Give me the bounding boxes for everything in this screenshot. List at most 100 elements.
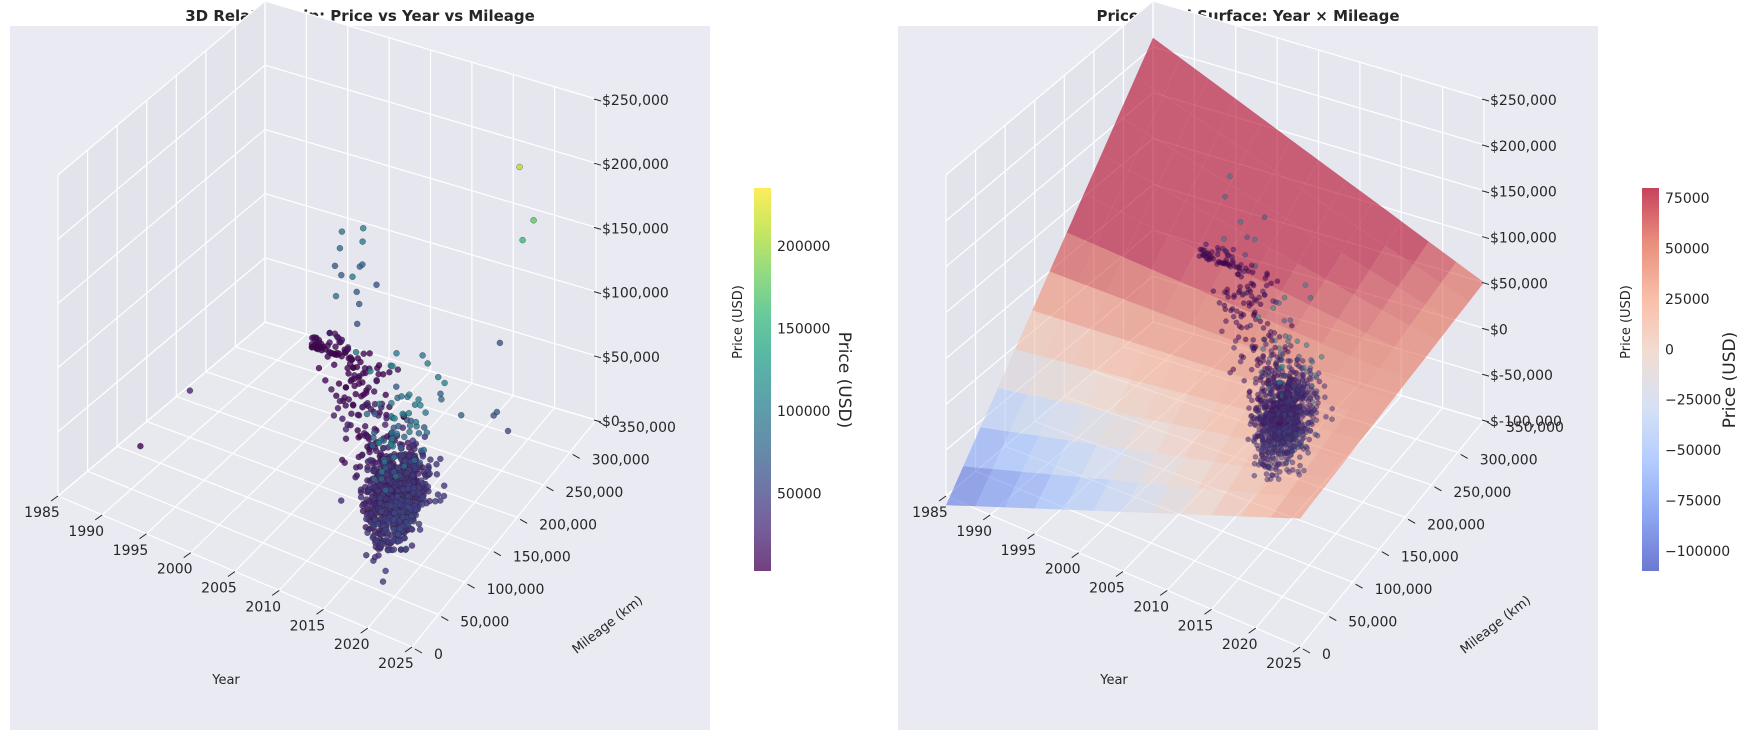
scatter-point	[416, 526, 424, 533]
scatter-point	[332, 351, 339, 358]
z-tick-label: $250,000	[1490, 93, 1557, 109]
x-tick-label: 2000	[157, 562, 193, 578]
gridline-z	[264, 64, 597, 164]
z-tick-label: $100,000	[1490, 231, 1557, 247]
scatter-point	[1238, 353, 1245, 359]
left-wall	[58, 1, 265, 496]
surface-patch	[1330, 180, 1374, 227]
scatter-point	[1234, 308, 1240, 314]
surface-patch	[1219, 98, 1264, 152]
scatter-point	[1272, 344, 1278, 351]
scatter-point	[342, 384, 350, 391]
scatter-point	[1255, 314, 1262, 320]
scatter-point	[370, 467, 377, 475]
surface-patch	[1338, 294, 1382, 334]
surface-3d-chart: Price Trend Surface: Year × Mileage 1985…	[898, 0, 1740, 730]
scatter-point	[1229, 258, 1236, 264]
surface-patch	[1325, 253, 1370, 295]
gridline-x	[146, 346, 349, 535]
scatter-point	[1232, 338, 1239, 344]
surface-patch	[1095, 207, 1141, 258]
scatter-point	[326, 339, 333, 346]
z-tick-label: $-50,000	[1490, 368, 1553, 384]
scatter-point	[409, 472, 417, 479]
x-tick-mark	[1248, 627, 1257, 634]
scatter-point	[417, 402, 424, 409]
scatter-point	[1251, 472, 1258, 479]
surface-patch	[1366, 310, 1410, 348]
scatter-point	[1203, 241, 1209, 248]
x-tick-label: 2020	[334, 637, 370, 653]
surface-patch	[1258, 170, 1303, 219]
scatter-point	[1329, 416, 1335, 422]
scatter-point	[1281, 431, 1287, 437]
scatter-point	[1281, 317, 1288, 324]
z-tick-label: $50,000	[1490, 276, 1548, 292]
scatter-point	[1227, 369, 1233, 376]
scatter-point	[390, 516, 397, 523]
scatter-point	[342, 402, 349, 409]
scatter-point	[338, 271, 345, 279]
scatter-point	[1250, 347, 1257, 354]
scatter-point	[409, 442, 416, 450]
y-tick-mark	[441, 616, 449, 622]
surface-patch	[1348, 389, 1392, 421]
scatter-point	[348, 410, 355, 417]
y-tick-mark	[1355, 583, 1363, 589]
scatter-point	[1295, 379, 1302, 386]
scatter-point	[408, 512, 415, 520]
gridline-y	[116, 445, 465, 583]
chart2-ticks: 1985 1990 1995 2000 2005 2010 2015 2020 2025 0 50,…	[912, 93, 1564, 672]
scatter-point	[315, 364, 323, 372]
z-tick-label: $150,000	[1490, 185, 1557, 201]
scatter-point	[1247, 322, 1254, 329]
x-tick-label: 2010	[1133, 599, 1169, 615]
scatter-point	[1276, 379, 1283, 386]
surface-patch	[1241, 493, 1286, 518]
scatter-point	[337, 338, 344, 346]
surface-patch	[1068, 406, 1114, 445]
chart2-zlabel: Price (USD)	[1619, 285, 1634, 359]
scatter-point	[331, 361, 338, 368]
scatter-point	[378, 508, 385, 515]
scatter-point	[357, 494, 365, 501]
scatter-point	[496, 339, 504, 347]
surface-patch	[1200, 402, 1246, 436]
surface-patch	[1313, 208, 1358, 254]
x-tick-label: 1985	[912, 505, 948, 521]
scatter-point	[441, 482, 448, 489]
scatter-point	[334, 405, 342, 412]
scatter-point	[1264, 476, 1271, 483]
scatter-point	[354, 411, 362, 419]
x-tick-mark	[271, 589, 280, 596]
surface-patch	[1123, 221, 1169, 270]
surface-patch	[1306, 343, 1351, 379]
scatter-point	[1299, 395, 1306, 401]
scatter-point	[1254, 357, 1261, 363]
scatter-point	[1206, 252, 1213, 258]
colorbar-tick-label: 0	[1665, 342, 1674, 358]
scatter-point	[338, 497, 345, 504]
scatter-point	[1291, 444, 1297, 450]
scatter-point	[1210, 288, 1217, 294]
scatter-point	[349, 273, 356, 280]
scatter-point	[1290, 382, 1297, 389]
scatter-point	[382, 391, 389, 399]
scatter-point	[1248, 366, 1255, 373]
scatter-point	[357, 486, 365, 493]
scatter-point	[1315, 400, 1321, 406]
surface-patch	[1302, 160, 1347, 209]
scatter-point	[358, 393, 365, 400]
scatter-point	[432, 498, 439, 505]
scatter-point	[1301, 434, 1307, 441]
surface-patch	[1341, 227, 1386, 271]
surface-patch	[1286, 474, 1331, 499]
surface-patch	[1147, 314, 1193, 357]
scatter-point	[1318, 354, 1325, 360]
surface-patch	[1135, 269, 1181, 315]
scatter-point	[1304, 445, 1310, 451]
scatter-point	[375, 370, 382, 378]
x-tick-label: 1995	[113, 543, 149, 559]
surface-patch	[1151, 235, 1197, 282]
surface-patch	[1005, 471, 1052, 509]
